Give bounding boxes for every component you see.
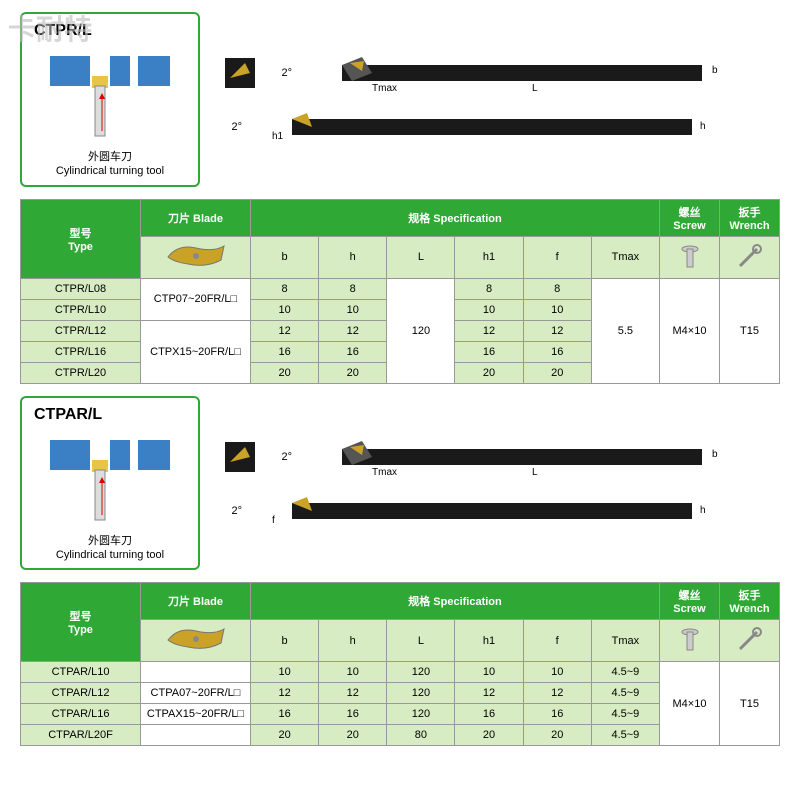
spec-col-h1: h1 [455,620,523,662]
tool-diagram: 2° Tmax L b 2° h1 h [220,12,780,187]
col-blade: 刀片 Blade [141,583,251,620]
cell-screw: M4×10 [660,662,720,746]
spec-col-h1: h1 [455,236,523,278]
spec-col-h: h [319,236,387,278]
svg-text:b: b [712,449,718,460]
watermark: 卡耐特 [8,8,92,48]
col-blade: 刀片 Blade [141,199,251,236]
svg-text:L: L [532,83,538,93]
spec-col-h: h [319,620,387,662]
cell-type: CTPR/L08 [21,278,141,299]
wrench-icon [720,620,780,662]
section-ctpr: CTPR/L外圆车刀Cylindrical turning tool 2° Tm… [0,0,800,384]
cell-wrench: T15 [720,278,780,383]
wrench-icon [720,236,780,278]
spec-col-b: b [251,236,319,278]
section-ctpar: CTPAR/L 外圆车刀Cylindrical turning tool 2° T… [0,384,800,747]
cell-type: CTPR/L16 [21,341,141,362]
cell-blade: CTPX15~20FR/L□ [141,320,251,383]
spec-col-L: L [387,620,455,662]
panel-caption: 外圆车刀Cylindrical turning tool [28,150,192,179]
svg-text:h: h [700,121,706,132]
diagram-panel: CTPAR/L 外圆车刀Cylindrical turning tool [20,396,200,571]
col-type: 型号Type [21,199,141,278]
spec-col-f: f [523,620,591,662]
col-type: 型号Type [21,583,141,662]
blade-icon [141,236,251,278]
spec-col-Tmax: Tmax [591,236,659,278]
spec-col-b: b [251,620,319,662]
tool-diagram: 2° Tmax L b 2° f h [220,396,780,571]
table-row: CTPR/L08CTP07~20FR/L□88120885.5M4×10T15 [21,278,780,299]
svg-text:h1: h1 [272,131,284,142]
cell-type: CTPR/L20 [21,362,141,383]
cell-type: CTPAR/L20F [21,725,141,746]
cell-type: CTPAR/L16 [21,704,141,725]
col-spec: 规格 Specification [251,199,660,236]
cell-blade: CTP07~20FR/L□ [141,278,251,320]
col-screw: 螺丝Screw [660,199,720,236]
panel-title: CTPAR/L [34,406,192,424]
cell-type: CTPR/L10 [21,299,141,320]
svg-text:h: h [700,505,706,516]
table-row: CTPAR/L10101012010104.5~9M4×10T15 [21,662,780,683]
cell-blade [141,662,251,683]
col-wrench: 扳手Wrench [720,583,780,620]
spec-col-Tmax: Tmax [591,620,659,662]
col-spec: 规格 Specification [251,583,660,620]
screw-icon [660,236,720,278]
svg-text:L: L [532,467,538,477]
cell-blade: CTPA07~20FR/L□ [141,683,251,704]
spec-col-f: f [523,236,591,278]
svg-text:f: f [272,515,275,526]
spec-col-L: L [387,236,455,278]
blade-icon [141,620,251,662]
cell-screw: M4×10 [660,278,720,383]
col-wrench: 扳手Wrench [720,199,780,236]
cell-blade [141,725,251,746]
col-screw: 螺丝Screw [660,583,720,620]
screw-icon [660,620,720,662]
spec-table: 型号Type刀片 Blade规格 Specification螺丝Screw扳手W… [20,582,780,746]
cell-type: CTPR/L12 [21,320,141,341]
cell-type: CTPAR/L10 [21,662,141,683]
svg-text:b: b [712,65,718,76]
cell-blade: CTPAX15~20FR/L□ [141,704,251,725]
spec-table: 型号Type刀片 Blade规格 Specification螺丝Screw扳手W… [20,199,780,384]
cell-wrench: T15 [720,662,780,746]
svg-text:Tmax: Tmax [372,467,397,477]
cell-type: CTPAR/L12 [21,683,141,704]
panel-caption: 外圆车刀Cylindrical turning tool [28,534,192,563]
svg-text:Tmax: Tmax [372,83,397,93]
